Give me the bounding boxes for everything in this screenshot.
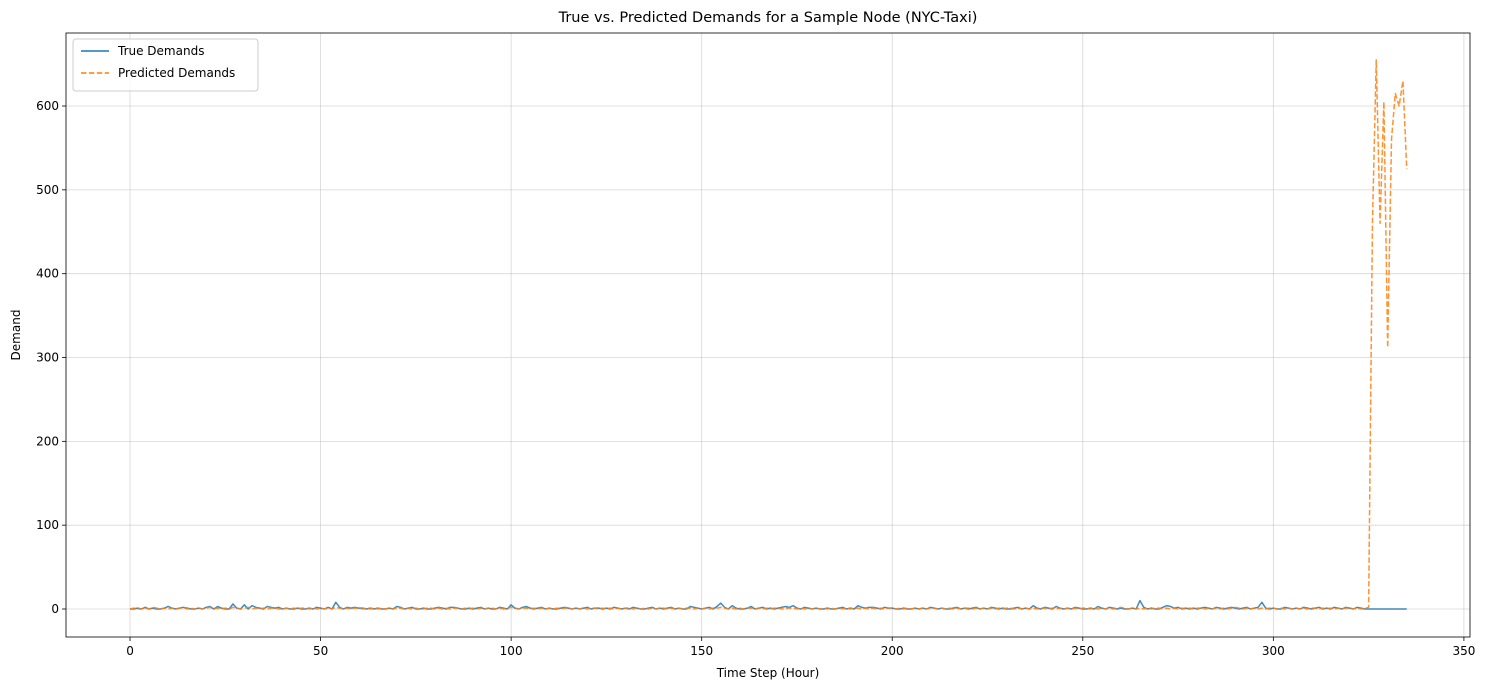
y-tick-label: 600 <box>36 99 59 113</box>
data-line <box>129 59 1408 610</box>
x-tick-label: 200 <box>881 644 904 658</box>
chart-title: True vs. Predicted Demands for a Sample … <box>558 10 978 26</box>
x-axis-label: Time Step (Hour) <box>716 666 820 680</box>
y-tick-label: 100 <box>36 518 59 532</box>
y-tick-label: 0 <box>51 602 59 616</box>
x-tick-label: 250 <box>1071 644 1094 658</box>
x-tick-label: 0 <box>126 644 134 658</box>
y-axis-label: Demand <box>9 310 23 361</box>
x-tick-label: 50 <box>313 644 328 658</box>
legend-frame <box>72 38 259 92</box>
legend: True Demands Predicted Demands <box>72 38 259 92</box>
data-line <box>130 599 1407 610</box>
legend-label: True Demands <box>117 44 204 58</box>
y-tick-label: 500 <box>36 183 59 197</box>
axes-frame <box>65 32 1471 638</box>
legend-label: Predicted Demands <box>118 66 235 80</box>
x-tick-label: 350 <box>1452 644 1475 658</box>
y-tick-label: 400 <box>36 267 59 281</box>
x-tick-label: 300 <box>1262 644 1285 658</box>
y-tick-label: 300 <box>36 351 59 365</box>
y-tick-label: 200 <box>36 434 59 448</box>
x-tick-label: 100 <box>500 644 523 658</box>
x-tick-label: 150 <box>690 644 713 658</box>
